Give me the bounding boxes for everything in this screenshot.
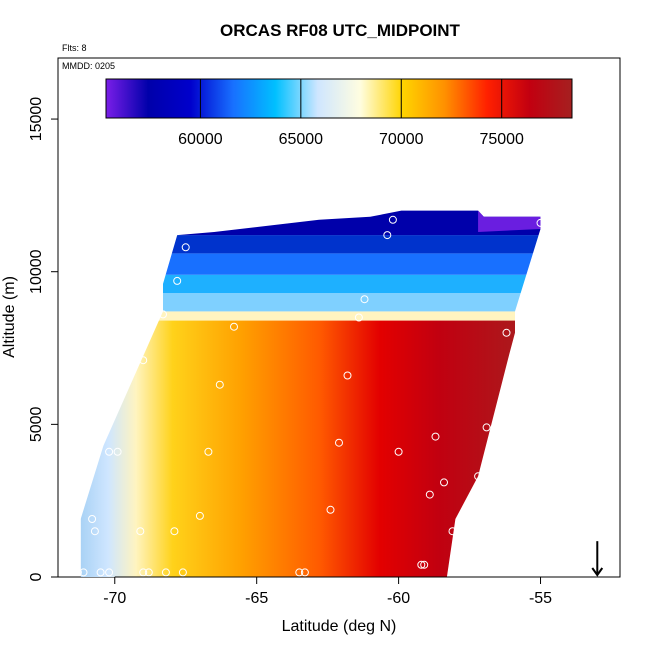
date-label: MMDD: 0205 (62, 61, 115, 71)
y-axis: 0 5000 10000 15000 (28, 97, 59, 581)
track-point (536, 218, 545, 227)
track-point (139, 568, 148, 577)
colorbar-tick-label: 60000 (178, 131, 223, 148)
y-tick-label: 5000 (28, 406, 45, 442)
track-point (195, 511, 204, 520)
track-point (335, 438, 343, 447)
track-point (295, 568, 304, 577)
field-upper-band-0 (80, 311, 541, 321)
track-point (360, 295, 369, 304)
colorbar-gradient (105, 78, 573, 119)
track-point (178, 568, 187, 577)
track-point (417, 560, 426, 569)
flight-track (73, 202, 545, 577)
colorbar: 60000 65000 70000 75000 (105, 78, 573, 148)
arrow-head (591, 567, 604, 577)
track-point (354, 313, 363, 322)
time-field (80, 210, 541, 577)
x-tick-label: -55 (529, 590, 552, 607)
track-point (474, 472, 483, 481)
track-point (144, 568, 153, 577)
track-point (79, 568, 88, 577)
track-point (343, 371, 352, 380)
chart-title: ORCAS RF08 UTC_MIDPOINT (220, 21, 461, 40)
track-point (161, 568, 170, 577)
track-point (173, 276, 182, 285)
x-tick-label: -60 (387, 590, 410, 607)
field-upper-band-1 (80, 293, 541, 312)
track-point (230, 322, 238, 331)
track-point (431, 432, 440, 441)
colorbar-tick-label: 70000 (379, 131, 424, 148)
x-tick-label: -65 (245, 590, 268, 607)
x-tick-label: -70 (103, 590, 126, 607)
track-point (96, 568, 105, 577)
track-point (90, 527, 99, 536)
track-point (204, 447, 213, 456)
track-point (73, 568, 82, 577)
track-point (139, 356, 148, 365)
plot-area: 60000 65000 70000 75000 MMDD: 0205 (57, 57, 621, 578)
colorbar-tick-label: 75000 (479, 131, 524, 148)
field-upper-band-3 (80, 253, 541, 275)
track-point (105, 568, 114, 577)
track-point (113, 447, 122, 456)
track-point (136, 527, 145, 536)
track-point (215, 380, 224, 389)
track-point (388, 215, 397, 224)
track-point (482, 423, 491, 432)
colorbar-tick-label: 65000 (279, 131, 324, 148)
track-point (159, 310, 167, 319)
track-point (502, 328, 511, 337)
field-upper-band-2 (80, 274, 541, 294)
track-point (440, 478, 448, 487)
track-point (457, 563, 466, 572)
y-tick-label: 10000 (28, 249, 45, 294)
y-axis-label: Altitude (m) (1, 276, 18, 358)
x-axis: -70 -65 -60 -55 (103, 576, 552, 607)
track-point (425, 490, 434, 499)
y-tick-label: 15000 (28, 97, 45, 142)
track-point (88, 515, 97, 523)
track-point (383, 231, 392, 240)
track-point (420, 560, 429, 569)
flights-count-label: Flts: 8 (62, 43, 87, 53)
annotation-arrow (591, 541, 604, 577)
track-point (326, 505, 335, 514)
track-point (105, 447, 114, 456)
track-point (170, 527, 179, 536)
track-point (181, 243, 190, 252)
field-upper-band-4 (80, 235, 541, 254)
track-point (462, 202, 471, 211)
track-point (465, 521, 474, 530)
x-axis-label: Latitude (deg N) (282, 618, 397, 635)
track-point (448, 527, 457, 536)
track-point (454, 563, 463, 572)
track-point (394, 447, 403, 456)
track-point (300, 568, 309, 577)
y-tick-label: 0 (28, 572, 45, 581)
